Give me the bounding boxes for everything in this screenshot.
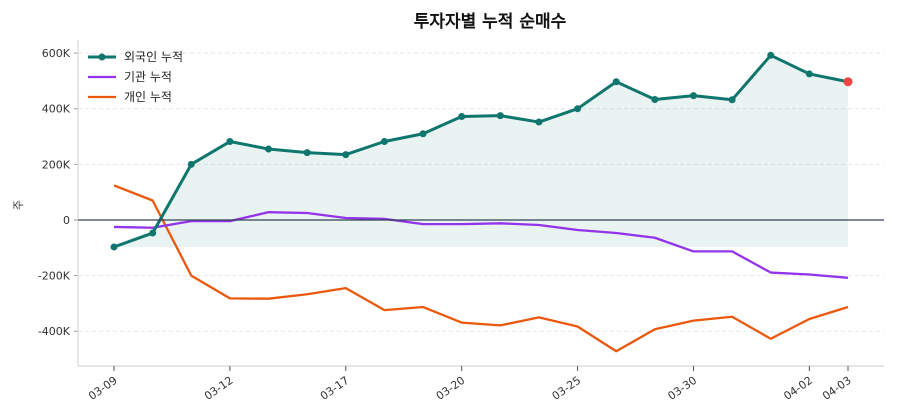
x-tick-label: 03-30 <box>666 374 700 403</box>
data-point <box>728 96 736 104</box>
latest-point-marker <box>843 77 853 87</box>
x-tick-label: 03-17 <box>318 374 352 403</box>
foreign-fill-area <box>114 55 848 247</box>
series-line <box>113 53 849 249</box>
legend-label: 기관 누적 <box>124 70 172 84</box>
x-tick-label: 04-02 <box>781 374 815 403</box>
data-point <box>767 51 775 59</box>
data-point <box>574 105 582 113</box>
data-point <box>303 149 311 157</box>
y-tick-label: 200K <box>42 158 71 171</box>
data-point <box>612 78 620 86</box>
x-tick-label: 03-20 <box>434 374 468 403</box>
data-point <box>226 138 234 146</box>
data-point <box>651 96 659 104</box>
y-tick-label: -400K <box>38 325 71 338</box>
data-point <box>265 145 273 153</box>
data-point <box>149 229 157 237</box>
x-tick-label: 03-09 <box>86 374 120 403</box>
series-line <box>113 184 849 353</box>
y-tick-label: 400K <box>42 103 71 116</box>
y-axis-label: 주 <box>12 200 25 210</box>
gridlines <box>78 52 884 332</box>
data-point <box>458 112 466 120</box>
data-point <box>380 138 388 146</box>
chart-title: 투자자별 누적 순매수 <box>414 12 567 32</box>
data-point <box>110 243 118 251</box>
x-tick-label: 03-25 <box>550 374 584 403</box>
legend-label: 외국인 누적 <box>124 50 183 64</box>
legend-marker <box>98 53 106 61</box>
data-point <box>689 92 697 100</box>
x-tick-label: 03-12 <box>202 374 236 403</box>
data-point <box>535 118 543 126</box>
data-point <box>187 160 195 168</box>
data-point <box>419 130 427 138</box>
data-point <box>805 70 813 78</box>
data-point <box>496 112 504 120</box>
legend-label: 개인 누적 <box>124 90 172 104</box>
foreign-fill <box>114 55 848 247</box>
data-point <box>342 151 350 159</box>
y-tick-label: 600K <box>42 47 71 60</box>
y-tick-label: 0 <box>63 214 70 227</box>
y-tick-label: -200K <box>38 270 71 283</box>
x-tick-label: 04-03 <box>820 374 854 403</box>
